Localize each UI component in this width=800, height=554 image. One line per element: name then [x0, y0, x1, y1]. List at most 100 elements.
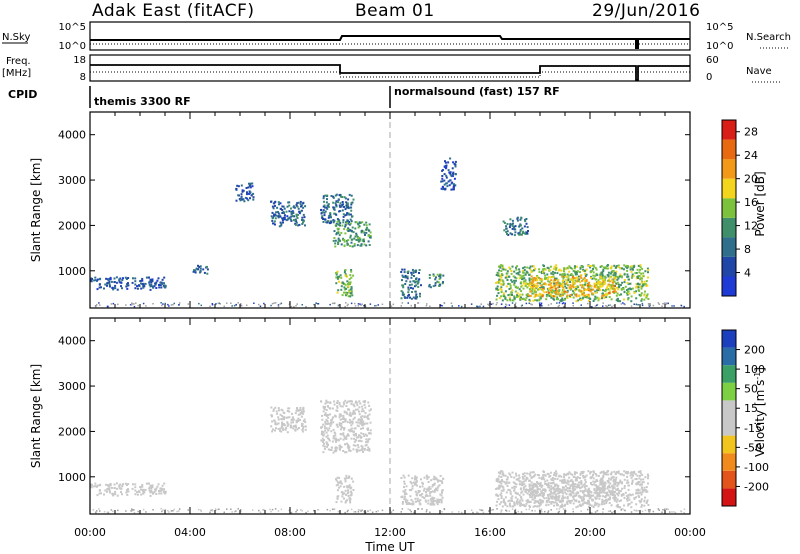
echo-cell: [530, 290, 533, 293]
echo-cell: [529, 268, 532, 271]
echo-cell: [629, 268, 632, 271]
echo-cell: [620, 293, 623, 296]
echo-cell: [552, 280, 555, 283]
echo-cell: [561, 497, 564, 500]
echo-cell: [272, 222, 275, 225]
echo-cell: [108, 283, 111, 286]
echo-cell: [609, 267, 612, 270]
echo-cell: [631, 267, 634, 270]
echo-cell: [505, 481, 508, 484]
echo-cell: [425, 491, 427, 493]
echo-cell: [540, 501, 543, 504]
echo-cell: [408, 296, 411, 299]
echo-cell: [648, 510, 650, 513]
echo-cell: [407, 294, 410, 297]
echo-cell: [332, 239, 335, 242]
echo-cell: [619, 506, 622, 509]
echo-cell: [364, 412, 367, 415]
echo-cell: [580, 265, 583, 268]
echo-cell: [595, 283, 598, 286]
echo-cell: [348, 291, 351, 294]
echo-cell: [579, 271, 581, 274]
echo-cell: [178, 302, 181, 304]
echo-cell: [263, 508, 265, 511]
echo-cell: [368, 448, 371, 450]
echo-cell: [409, 280, 412, 283]
echo-cell: [358, 413, 361, 416]
echo-cell: [326, 401, 329, 404]
echo-cell: [375, 510, 378, 513]
echo-cell: [529, 489, 532, 492]
echo-cell: [513, 485, 516, 488]
echo-cell: [361, 221, 364, 224]
echo-cell: [568, 471, 571, 474]
echo-cell: [623, 298, 625, 301]
echo-cell: [339, 205, 342, 208]
echo-cell: [603, 294, 606, 297]
echo-cell: [342, 433, 345, 436]
echo-cell: [614, 277, 617, 280]
frequency-line: [90, 64, 690, 81]
echo-cell: [277, 215, 280, 218]
echo-cell: [606, 267, 609, 270]
echo-cell: [593, 284, 596, 287]
echo-cell: [158, 284, 160, 286]
echo-cell: [336, 497, 339, 500]
echo-cell: [259, 511, 262, 513]
echo-cell: [618, 500, 621, 503]
echo-cell: [543, 291, 546, 294]
echo-cell: [361, 303, 363, 305]
echo-cell: [540, 486, 543, 489]
echo-cell: [638, 271, 641, 274]
echo-cell: [118, 279, 121, 281]
echo-cell: [617, 472, 620, 475]
echo-cell: [365, 221, 368, 224]
echo-cell: [412, 503, 415, 506]
echo-cell: [236, 184, 239, 187]
echo-cell: [511, 233, 514, 236]
echo-cell: [327, 203, 330, 206]
echo-cell: [533, 283, 536, 286]
echo-cell: [134, 489, 137, 492]
echo-cell: [301, 428, 304, 431]
echo-cell: [610, 504, 613, 507]
echo-cell: [429, 511, 431, 513]
echo-cell: [536, 299, 539, 302]
echo-cell: [633, 292, 636, 294]
echo-cell: [524, 220, 527, 223]
echo-cell: [514, 276, 516, 279]
echo-cell: [295, 213, 298, 216]
echo-cell: [557, 504, 559, 507]
echo-cell: [443, 173, 446, 176]
echo-cell: [572, 498, 575, 501]
echo-cell: [595, 268, 598, 271]
echo-cell: [247, 186, 250, 189]
echo-cell: [109, 482, 112, 485]
velocity-colorbar-tick-label: 15: [744, 402, 758, 415]
echo-cell: [569, 266, 572, 269]
echo-cell: [570, 288, 573, 290]
echo-cell: [350, 302, 353, 305]
echo-cell: [560, 491, 563, 494]
echo-cell: [343, 411, 346, 414]
echo-cell: [252, 196, 255, 199]
echo-cell: [352, 418, 355, 421]
echo-cell: [326, 423, 329, 426]
echo-cell: [427, 499, 430, 502]
echo-cell: [534, 279, 537, 282]
echo-cell: [626, 479, 629, 482]
echo-cell: [339, 448, 341, 451]
echo-cell: [142, 492, 145, 495]
echo-cell: [115, 487, 118, 490]
echo-cell: [594, 278, 597, 281]
echo-cell: [424, 499, 427, 502]
echo-cell: [546, 266, 549, 269]
echo-cell: [609, 478, 612, 481]
echo-cell: [640, 478, 643, 481]
echo-cell: [273, 302, 275, 304]
echo-cell: [525, 296, 528, 299]
echo-cell: [609, 290, 611, 293]
echo-cell: [572, 482, 575, 485]
echo-cell: [522, 477, 525, 480]
